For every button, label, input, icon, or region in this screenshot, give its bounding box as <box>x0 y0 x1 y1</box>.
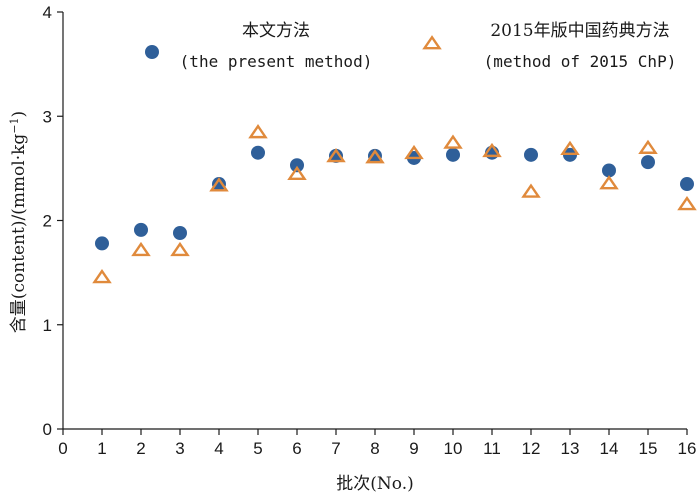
point-present-method <box>641 155 655 170</box>
point-chp-method <box>92 268 112 284</box>
point-present-method <box>524 147 538 162</box>
point-present-method <box>446 147 460 162</box>
y-axis-title-main: 含量(content)/(mmol·kg <box>9 134 29 334</box>
point-chp-method <box>209 177 229 192</box>
point-chp-method <box>287 165 307 181</box>
point-present-method <box>95 236 109 251</box>
point-chp-method <box>599 175 619 190</box>
x-tick-label: 12 <box>522 439 541 458</box>
point-chp-method <box>326 148 346 163</box>
y-tick-label: 2 <box>43 212 52 231</box>
x-tick-label: 14 <box>600 439 619 458</box>
point-chp-method <box>170 241 190 257</box>
point-chp-method <box>482 142 502 158</box>
y-axis-title: 含量(content)/(mmol·kg−1) <box>8 111 30 333</box>
x-tick-label: 1 <box>97 439 106 458</box>
point-chp-method <box>131 241 151 257</box>
legend-marker-present-method <box>145 45 159 59</box>
point-present-method <box>368 148 382 163</box>
x-tick-label: 0 <box>58 439 67 458</box>
data-marks <box>92 124 697 284</box>
point-chp-method <box>521 183 541 198</box>
y-tick-label: 3 <box>43 107 52 126</box>
legend-sublabel-chp-method: (method of 2015 ChP) <box>484 52 677 71</box>
x-tick-label: 9 <box>409 439 418 458</box>
x-tick-label: 13 <box>561 439 580 458</box>
point-chp-method <box>677 195 697 211</box>
point-chp-method <box>404 144 424 160</box>
x-tick-label: 5 <box>253 439 262 458</box>
x-tick-label: 3 <box>175 439 184 458</box>
y-tick-label: 4 <box>43 3 52 22</box>
y-axis-title-close: ) <box>9 111 29 118</box>
legend-marker-chp-method <box>422 35 442 50</box>
legend: 本文方法 (the present method) 2015年版中国药典方法 (… <box>145 21 676 71</box>
x-tick-label: 16 <box>678 439 697 458</box>
point-present-method <box>329 148 343 163</box>
point-chp-method <box>248 124 268 139</box>
y-ticks: 0 1 2 3 4 <box>43 3 63 439</box>
x-ticks: 0 1 2 3 4 5 6 7 8 9 10 11 12 13 14 15 16 <box>58 429 696 458</box>
point-present-method <box>212 177 226 192</box>
point-present-method <box>134 222 148 237</box>
point-present-method <box>251 145 265 160</box>
point-present-method <box>680 177 694 192</box>
point-present-method <box>602 163 616 178</box>
x-tick-label: 6 <box>292 439 301 458</box>
x-tick-label: 4 <box>214 439 223 458</box>
y-axis-title-exponent: −1 <box>8 117 21 133</box>
y-tick-label: 1 <box>43 316 52 335</box>
point-chp-method <box>638 139 658 154</box>
x-tick-label: 15 <box>639 439 658 458</box>
x-tick-label: 2 <box>136 439 145 458</box>
point-chp-method <box>443 134 463 149</box>
x-tick-label: 8 <box>370 439 379 458</box>
legend-sublabel-present-method: (the present method) <box>180 52 373 71</box>
x-tick-label: 11 <box>483 439 501 458</box>
point-chp-method <box>365 149 385 164</box>
legend-label-chp-method: 2015年版中国药典方法 <box>490 21 669 41</box>
legend-label-present-method: 本文方法 <box>242 21 310 41</box>
point-present-method <box>173 226 187 241</box>
x-axis-title: 批次(No.) <box>336 474 413 494</box>
x-tick-label: 7 <box>331 439 340 458</box>
y-tick-label: 0 <box>43 420 52 439</box>
point-present-method <box>290 158 304 173</box>
point-chp-method <box>560 140 580 155</box>
x-tick-label: 10 <box>444 439 463 458</box>
